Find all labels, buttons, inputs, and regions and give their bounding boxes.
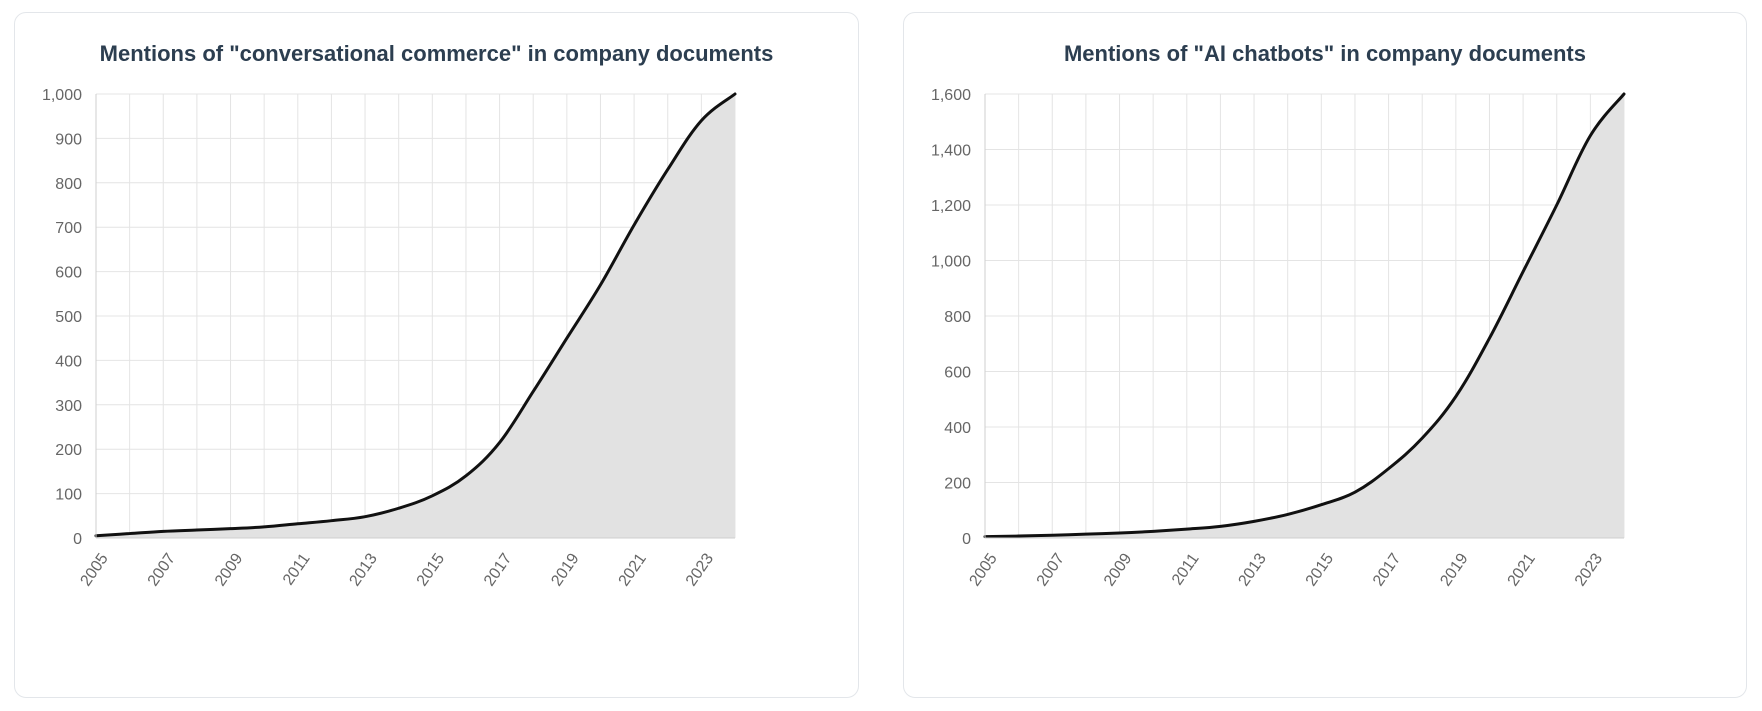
x-tick-label: 2015 [414, 550, 448, 589]
x-tick-label: 2023 [683, 550, 717, 589]
chart-title: Mentions of "conversational commerce" in… [99, 41, 774, 66]
x-tick-label: 2005 [77, 550, 111, 589]
x-tick-label: 2019 [548, 550, 582, 589]
y-tick-label: 400 [944, 420, 971, 437]
chart-card-conversational-commerce: Mentions of "conversational commerce" in… [14, 12, 859, 698]
y-tick-label: 200 [55, 442, 82, 459]
x-tick-label: 2005 [966, 550, 1000, 589]
y-tick-label: 500 [55, 309, 82, 326]
series-line [94, 92, 737, 538]
y-tick-label: 400 [55, 353, 82, 370]
y-tick-label: 0 [962, 531, 971, 548]
chart-card-ai-chatbots: Mentions of "AI chatbots" in company doc… [903, 12, 1747, 698]
y-tick-label: 300 [55, 398, 82, 415]
chart-title: Mentions of "AI chatbots" in company doc… [1063, 41, 1586, 66]
x-tick-label: 2007 [1034, 550, 1068, 589]
y-tick-label: 200 [944, 476, 971, 493]
x-tick-label: 2017 [1370, 550, 1404, 589]
x-tick-label: 2013 [1236, 550, 1270, 589]
y-tick-label: 1,400 [931, 143, 971, 160]
y-tick-label: 1,000 [931, 254, 971, 271]
y-tick-label: 1,000 [42, 87, 82, 104]
y-tick-label: 100 [55, 487, 82, 504]
x-tick-label: 2019 [1437, 550, 1471, 589]
chart-ai-chatbots: 0 200 400 600 800 1,000 1,200 1,400 1,600 2005 200… [931, 87, 1626, 589]
x-tick-label: 2023 [1572, 550, 1606, 589]
x-tick-label: 2011 [1169, 550, 1203, 588]
x-tick-label: 2017 [481, 550, 515, 589]
series-line [983, 92, 1626, 539]
chart-conversational-commerce: 0 100 200 300 400 500 600 700 800 900 1,000 2005 200… [42, 87, 737, 589]
x-tick-label: 2015 [1303, 550, 1337, 589]
y-tick-label: 800 [944, 309, 971, 326]
x-tick-label: 2007 [145, 550, 179, 589]
x-tick-label: 2021 [616, 550, 650, 589]
y-tick-label: 0 [73, 531, 82, 548]
y-tick-label: 600 [55, 265, 82, 282]
y-tick-label: 600 [944, 365, 971, 382]
y-tick-label: 900 [55, 131, 82, 148]
series-area-fill [985, 94, 1624, 538]
y-tick-label: 800 [55, 176, 82, 193]
y-tick-label: 700 [55, 220, 82, 237]
x-tick-label: 2009 [1101, 550, 1135, 589]
x-tick-label: 2013 [347, 550, 381, 589]
series-area-fill [96, 94, 735, 538]
y-tick-label: 1,600 [931, 87, 971, 104]
x-tick-label: 2011 [280, 550, 314, 588]
y-tick-label: 1,200 [931, 198, 971, 215]
x-tick-label: 2009 [212, 550, 246, 589]
x-tick-label: 2021 [1505, 550, 1539, 589]
